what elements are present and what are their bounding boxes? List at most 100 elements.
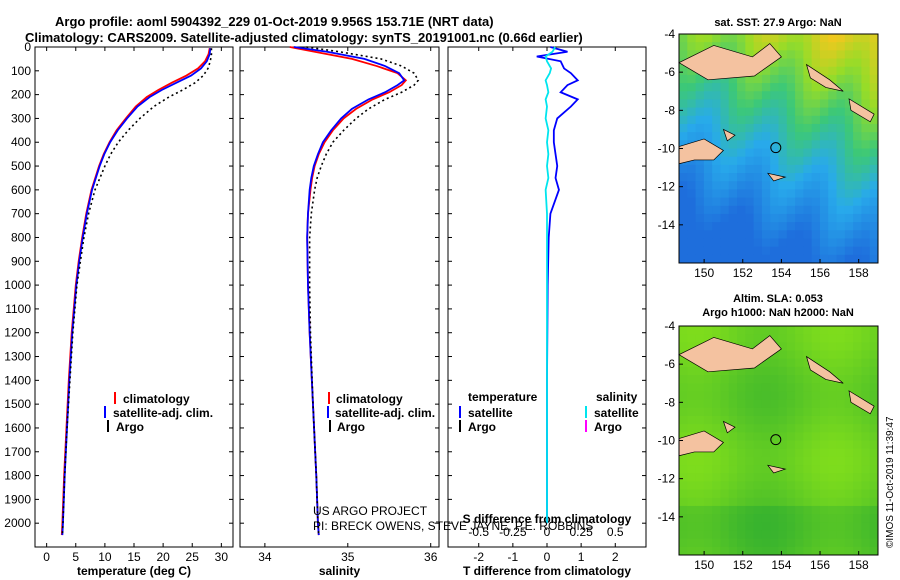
map-cell xyxy=(687,189,697,199)
x-axis-label: T difference from climatology xyxy=(463,564,631,578)
series-line-satellite-adj--clim- xyxy=(61,48,212,536)
map-cell xyxy=(778,440,788,450)
map-cell xyxy=(786,238,796,248)
map-cell xyxy=(712,415,721,425)
map-cell xyxy=(770,230,779,239)
map-cell xyxy=(795,489,804,499)
map-cell xyxy=(737,205,746,215)
map-cell xyxy=(679,181,688,190)
map-cell xyxy=(770,448,779,458)
map-cell xyxy=(745,254,755,264)
map-cell xyxy=(786,197,796,207)
map-cell xyxy=(778,213,788,223)
map-cell xyxy=(687,375,697,384)
map-cell xyxy=(687,123,697,133)
map-cell xyxy=(861,148,871,158)
map-cell xyxy=(778,350,788,360)
map-cell xyxy=(687,481,697,491)
map-cell xyxy=(761,391,771,401)
y-tick-label: 1300 xyxy=(4,350,31,364)
map-cell xyxy=(811,342,821,352)
map-cell xyxy=(869,197,879,207)
map-cell xyxy=(819,213,829,223)
map-cell xyxy=(761,448,771,458)
map-cell xyxy=(687,465,697,474)
map-cell xyxy=(687,358,697,368)
map-cell xyxy=(703,238,713,248)
map-cell xyxy=(803,148,813,158)
map-cell xyxy=(745,132,755,141)
map-cell xyxy=(795,350,804,360)
map-cell xyxy=(753,238,763,248)
map-cell xyxy=(795,66,804,76)
map-cell xyxy=(836,189,846,199)
map-cell xyxy=(861,546,871,556)
map-cell xyxy=(844,156,854,166)
map-cell xyxy=(770,424,779,433)
map-cell xyxy=(679,123,688,133)
map-cell xyxy=(720,197,730,207)
legend-sal-satellite-label: satellite-adj. clim. xyxy=(335,406,435,420)
map-cell xyxy=(703,383,713,392)
map-cell xyxy=(712,497,721,507)
map-cell xyxy=(803,115,813,125)
map-cell xyxy=(737,132,746,141)
land-mass xyxy=(805,63,844,92)
map-cell xyxy=(753,505,763,515)
map-cell xyxy=(753,546,763,556)
map-cell xyxy=(786,350,796,360)
map-cell xyxy=(786,375,796,384)
map-cell xyxy=(687,522,697,531)
map-cell xyxy=(811,107,821,117)
map-cell xyxy=(703,34,713,43)
map-cell xyxy=(761,358,771,368)
map-cell xyxy=(844,246,854,256)
map-cell xyxy=(712,123,721,133)
y-tick-label: 1500 xyxy=(4,397,31,411)
map-cell xyxy=(836,465,846,474)
map-cell xyxy=(819,238,829,248)
land-mass xyxy=(848,98,875,123)
map-cell xyxy=(869,366,879,376)
map-cell xyxy=(836,375,846,384)
map-cell xyxy=(786,514,796,523)
map-cell xyxy=(737,222,746,231)
map-cell xyxy=(819,148,829,158)
map-cell xyxy=(853,34,862,43)
map-cell xyxy=(861,375,871,384)
map-cell xyxy=(819,473,829,482)
map-cell xyxy=(819,424,829,433)
map-cell xyxy=(695,424,705,433)
x-tick-label: 15 xyxy=(127,550,141,564)
map-cell xyxy=(819,107,829,117)
x-tick-label: 25 xyxy=(186,550,200,564)
map-cell xyxy=(745,473,755,482)
map-cell xyxy=(703,213,713,223)
map-cell xyxy=(737,173,746,182)
map-cell xyxy=(811,213,821,223)
float-position-marker xyxy=(770,142,782,154)
map-cell xyxy=(828,34,838,43)
map-cell xyxy=(795,181,804,190)
map-cell xyxy=(819,140,829,149)
map-cell xyxy=(819,42,829,51)
map-cell xyxy=(687,205,697,215)
map-cell xyxy=(869,505,879,515)
sst-map: 150 152 154 156 158 -4 -6 -8 -10 -12 -14 xyxy=(658,27,879,280)
x2-tick-label: 0 xyxy=(544,525,551,539)
map-cell xyxy=(679,107,688,117)
map-cell xyxy=(828,432,838,441)
map-cell xyxy=(861,58,871,68)
map-cell xyxy=(770,205,779,215)
map-cell xyxy=(811,189,821,199)
map-cell xyxy=(795,538,804,548)
map-cell xyxy=(778,342,788,352)
map-cell xyxy=(795,530,804,540)
map-cell xyxy=(720,489,730,499)
map-cell xyxy=(720,326,730,335)
map-cell xyxy=(695,34,705,43)
map-cell xyxy=(695,99,705,109)
map-cell xyxy=(737,34,746,43)
map-cell xyxy=(761,432,771,441)
map-y-tick-label: -6 xyxy=(664,65,675,79)
